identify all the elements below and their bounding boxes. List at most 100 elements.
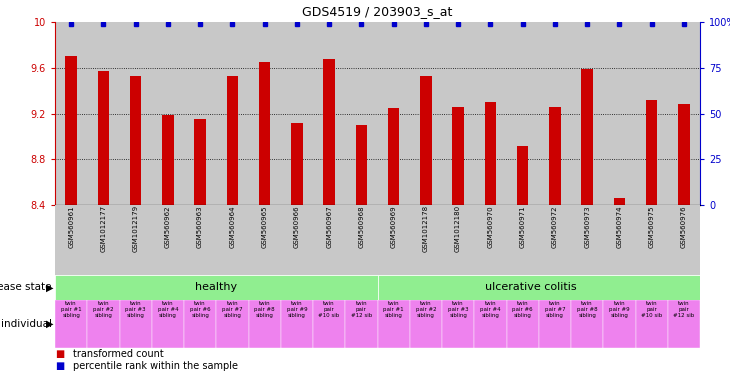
Text: twin
pair #1
sibling: twin pair #1 sibling bbox=[61, 301, 82, 318]
Bar bbox=[88, 205, 120, 275]
Text: twin
pair #6
sibling: twin pair #6 sibling bbox=[512, 301, 533, 318]
Bar bbox=[377, 300, 410, 348]
Text: ■: ■ bbox=[55, 349, 64, 359]
Bar bbox=[281, 205, 313, 275]
Bar bbox=[571, 300, 603, 348]
Text: twin
pair #7
sibling: twin pair #7 sibling bbox=[222, 301, 242, 318]
Text: twin
pair #4
sibling: twin pair #4 sibling bbox=[480, 301, 501, 318]
Text: GDS4519 / 203903_s_at: GDS4519 / 203903_s_at bbox=[302, 5, 453, 18]
Text: GSM1012178: GSM1012178 bbox=[423, 205, 429, 252]
Bar bbox=[184, 300, 216, 348]
Bar bbox=[194, 119, 206, 205]
Text: GSM560971: GSM560971 bbox=[520, 205, 526, 248]
Bar bbox=[668, 205, 700, 275]
Text: GSM560974: GSM560974 bbox=[616, 205, 623, 248]
Text: GSM560967: GSM560967 bbox=[326, 205, 332, 248]
Bar bbox=[248, 205, 281, 275]
Text: GSM560965: GSM560965 bbox=[261, 205, 268, 248]
Bar bbox=[388, 108, 399, 205]
Bar bbox=[281, 300, 313, 348]
Bar bbox=[345, 205, 377, 275]
Bar bbox=[549, 107, 561, 205]
Bar bbox=[636, 300, 668, 348]
Bar bbox=[377, 275, 700, 300]
Bar bbox=[539, 300, 571, 348]
Text: twin
pair #8
sibling: twin pair #8 sibling bbox=[254, 301, 275, 318]
Bar bbox=[517, 146, 529, 205]
Text: twin
pair #3
sibling: twin pair #3 sibling bbox=[447, 301, 469, 318]
Text: GSM560969: GSM560969 bbox=[391, 205, 396, 248]
Text: twin
pair #4
sibling: twin pair #4 sibling bbox=[158, 301, 178, 318]
Bar bbox=[646, 100, 657, 205]
Bar bbox=[184, 205, 216, 275]
Text: GSM560963: GSM560963 bbox=[197, 205, 203, 248]
Bar bbox=[120, 300, 152, 348]
Text: twin
pair #1
sibling: twin pair #1 sibling bbox=[383, 301, 404, 318]
Bar bbox=[313, 300, 345, 348]
Bar bbox=[582, 69, 593, 205]
Bar bbox=[291, 122, 302, 205]
Bar bbox=[442, 300, 474, 348]
Bar bbox=[474, 300, 507, 348]
Text: GSM1012177: GSM1012177 bbox=[101, 205, 107, 252]
Text: GSM560970: GSM560970 bbox=[488, 205, 493, 248]
Bar bbox=[55, 205, 88, 275]
Text: twin
pair #6
sibling: twin pair #6 sibling bbox=[190, 301, 210, 318]
Bar bbox=[313, 205, 345, 275]
Text: GSM1012180: GSM1012180 bbox=[455, 205, 461, 252]
Text: twin
pair #2
sibling: twin pair #2 sibling bbox=[415, 301, 437, 318]
Bar bbox=[614, 198, 625, 205]
Text: twin
pair
#10 sib: twin pair #10 sib bbox=[641, 301, 662, 318]
Text: transformed count: transformed count bbox=[73, 349, 164, 359]
Bar bbox=[259, 62, 270, 205]
Bar bbox=[216, 205, 248, 275]
Text: ▶: ▶ bbox=[45, 283, 53, 293]
Bar bbox=[88, 300, 120, 348]
Bar bbox=[152, 205, 184, 275]
Text: GSM560966: GSM560966 bbox=[294, 205, 300, 248]
Bar bbox=[55, 300, 88, 348]
Bar bbox=[248, 300, 281, 348]
Bar bbox=[603, 205, 636, 275]
Text: GSM560973: GSM560973 bbox=[584, 205, 590, 248]
Text: ▶: ▶ bbox=[45, 319, 53, 329]
Text: GSM560964: GSM560964 bbox=[229, 205, 235, 248]
Bar bbox=[507, 300, 539, 348]
Bar bbox=[453, 107, 464, 205]
Text: ulcerative colitis: ulcerative colitis bbox=[485, 283, 577, 293]
Bar bbox=[227, 76, 238, 205]
Bar bbox=[323, 59, 335, 205]
Bar bbox=[420, 76, 431, 205]
Bar bbox=[356, 125, 367, 205]
Text: GSM560975: GSM560975 bbox=[649, 205, 655, 248]
Bar bbox=[603, 300, 636, 348]
Bar bbox=[216, 300, 248, 348]
Bar bbox=[636, 205, 668, 275]
Text: percentile rank within the sample: percentile rank within the sample bbox=[73, 361, 238, 371]
Text: disease state: disease state bbox=[0, 283, 52, 293]
Text: individual: individual bbox=[1, 319, 52, 329]
Bar bbox=[162, 115, 174, 205]
Text: twin
pair
#12 sib: twin pair #12 sib bbox=[673, 301, 694, 318]
Text: GSM560961: GSM560961 bbox=[68, 205, 74, 248]
Text: twin
pair
#10 sib: twin pair #10 sib bbox=[318, 301, 339, 318]
Bar bbox=[485, 102, 496, 205]
Bar bbox=[120, 205, 152, 275]
Bar bbox=[507, 205, 539, 275]
Text: twin
pair
#12 sib: twin pair #12 sib bbox=[350, 301, 372, 318]
Text: ■: ■ bbox=[55, 361, 64, 371]
Bar bbox=[410, 205, 442, 275]
Text: twin
pair #7
sibling: twin pair #7 sibling bbox=[545, 301, 565, 318]
Text: GSM560972: GSM560972 bbox=[552, 205, 558, 248]
Bar bbox=[377, 205, 410, 275]
Bar bbox=[474, 205, 507, 275]
Bar bbox=[130, 76, 142, 205]
Bar bbox=[571, 205, 603, 275]
Bar bbox=[345, 300, 377, 348]
Bar bbox=[678, 104, 690, 205]
Text: healthy: healthy bbox=[195, 283, 237, 293]
Text: twin
pair #9
sibling: twin pair #9 sibling bbox=[287, 301, 307, 318]
Text: GSM560976: GSM560976 bbox=[681, 205, 687, 248]
Text: GSM1012179: GSM1012179 bbox=[133, 205, 139, 252]
Text: twin
pair #8
sibling: twin pair #8 sibling bbox=[577, 301, 597, 318]
